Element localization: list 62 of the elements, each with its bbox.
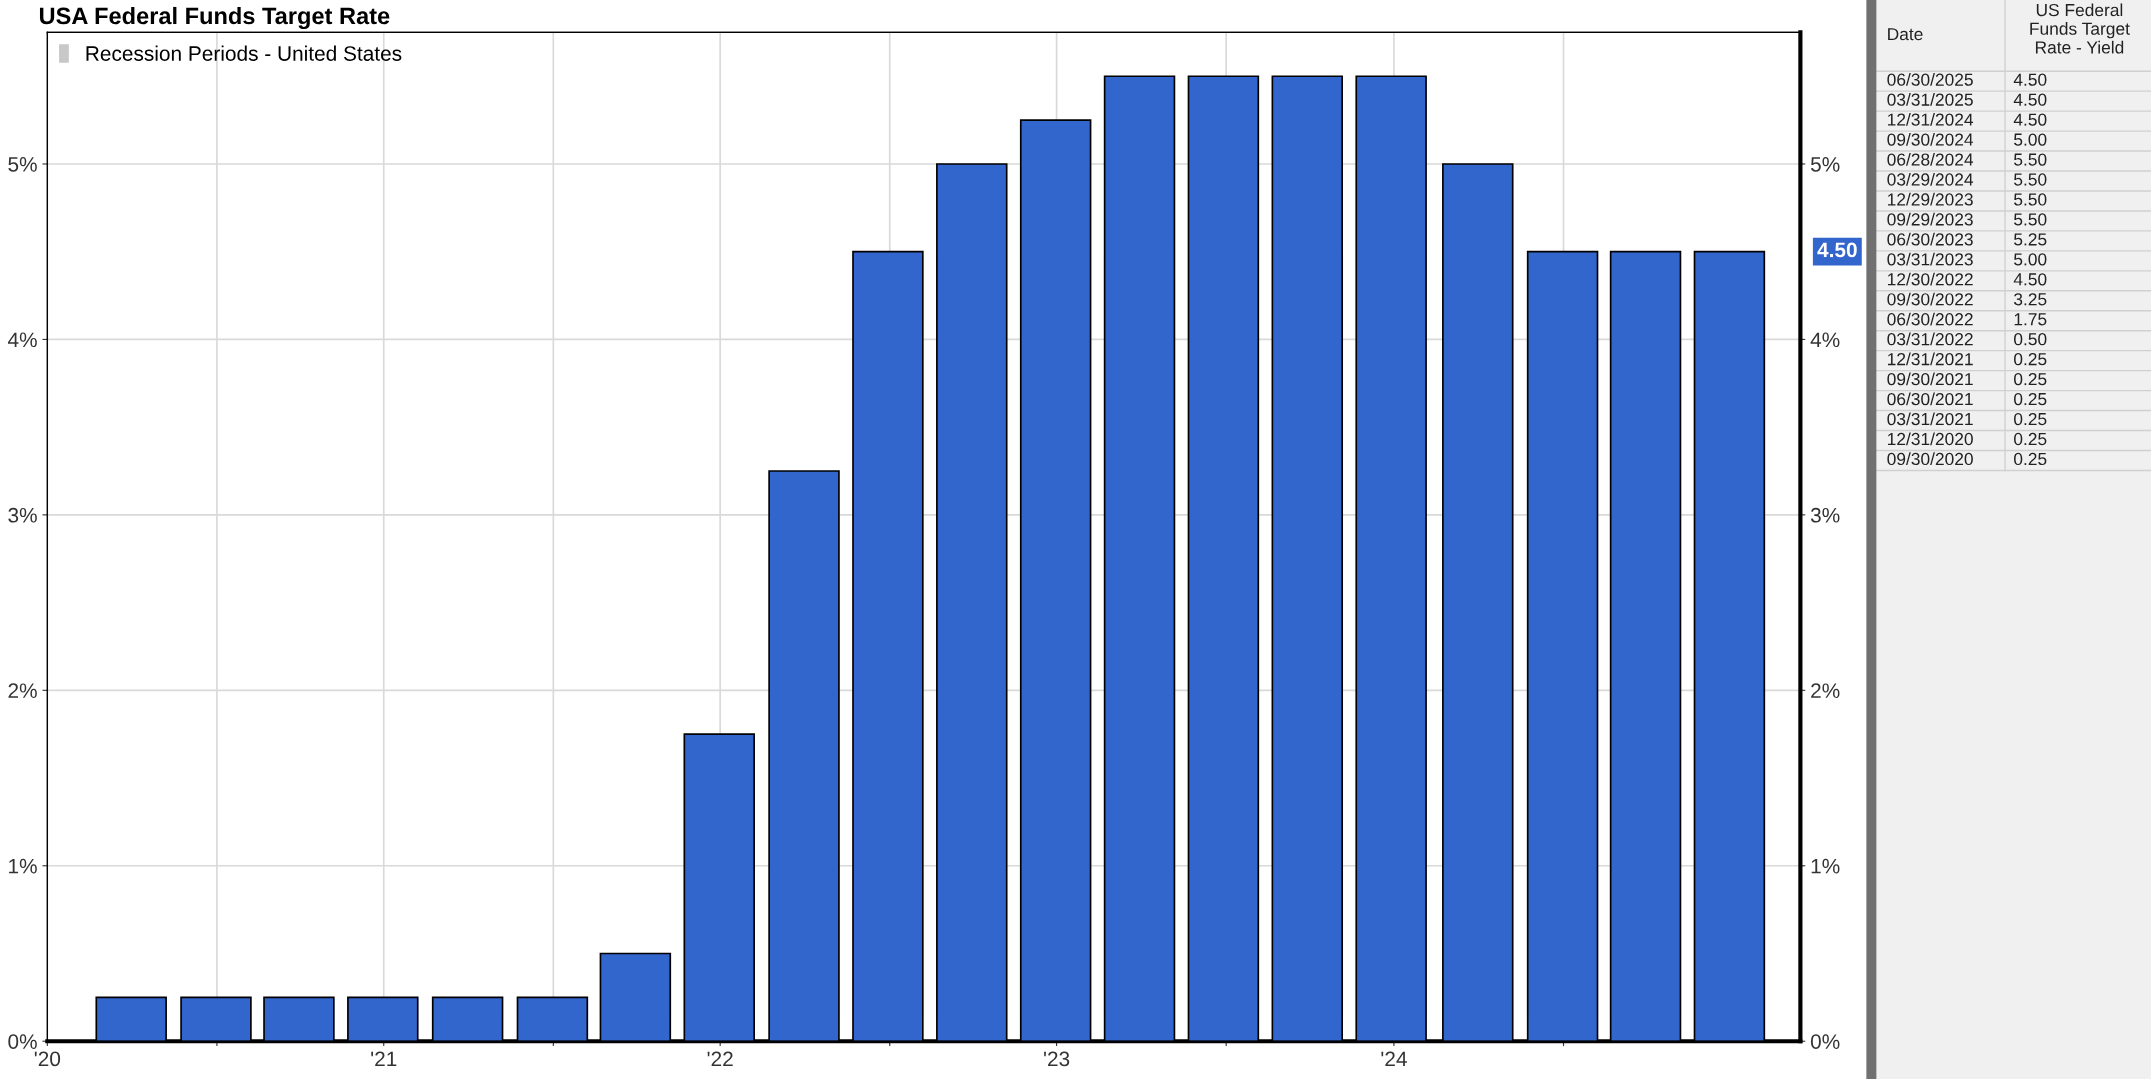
y-tick-label: 0% [8, 1034, 37, 1049]
text: 5.50 [2014, 193, 2047, 206]
x-tick-label: '24 [1381, 1051, 1407, 1067]
category-label: 06/30/2022 [1887, 312, 1973, 326]
category-label: 03/31/2025 [1887, 93, 1973, 106]
y-tick-label: 3% [8, 507, 37, 523]
y-tick-label: 1% [9, 858, 37, 874]
y2-tick-label: 3% [1810, 507, 1840, 523]
text: 1.75 [2014, 313, 2047, 326]
x-tick-label: '20 [34, 1051, 61, 1067]
category-label: 09/30/2021 [1887, 372, 1973, 386]
category-label: 03/31/2021 [1887, 412, 1973, 426]
category-label: 06/30/2021 [1887, 392, 1973, 406]
text: 0.25 [2014, 353, 2047, 366]
category-label: 03/31/2023 [1887, 252, 1973, 266]
text: 4.50 [2013, 93, 2047, 106]
y-tick-label: 5% [8, 157, 37, 172]
text: 4.50 [1817, 242, 1857, 258]
text: 4.50 [2013, 73, 2047, 86]
y2-tick-label: 5% [1810, 157, 1840, 172]
y2-tick-label: 4% [1810, 332, 1840, 348]
category-label: 09/30/2022 [1887, 292, 1973, 306]
text: 0.25 [2014, 392, 2047, 406]
text: US Federal Funds Target Rate - Yield [2030, 3, 2130, 54]
category-label: 09/30/2020 [1887, 452, 1973, 466]
text: 4.50 [2013, 113, 2047, 126]
category-label: 12/31/2021 [1888, 352, 1973, 366]
category-label: 12/29/2023 [1888, 192, 1973, 206]
category-label: 09/29/2023 [1887, 212, 1973, 226]
text: 5.00 [2014, 253, 2047, 266]
category-label: 12/31/2024 [1888, 113, 1974, 126]
category-label: 12/30/2022 [1888, 272, 1973, 286]
text: 0.25 [2014, 412, 2047, 426]
y2-tick-label: 1% [1811, 858, 1840, 874]
text: 5.50 [2014, 173, 2047, 186]
y-tick-label: 2% [8, 683, 37, 698]
y2-tick-label: 0% [1810, 1034, 1840, 1049]
text: 5.50 [2014, 213, 2047, 226]
x-tick-label: '22 [707, 1051, 733, 1067]
category-label: 06/30/2025 [1887, 73, 1973, 86]
text: 0.25 [2014, 452, 2047, 466]
text: 0.25 [2014, 432, 2047, 446]
text: 0.25 [2014, 372, 2047, 386]
x-tick-label: '21 [371, 1051, 397, 1067]
text: 4.50 [2013, 273, 2047, 286]
category-label: 06/28/2024 [1887, 152, 1974, 166]
text: Date [1888, 28, 1923, 41]
category-label: 12/31/2020 [1888, 432, 1973, 446]
category-label: 06/30/2023 [1887, 232, 1973, 246]
y2-tick-label: 2% [1811, 683, 1840, 698]
text: 5.00 [2014, 133, 2047, 146]
text: 5.50 [2014, 153, 2047, 166]
y-tick-label: 4% [7, 332, 37, 348]
category-label: 09/30/2024 [1887, 132, 1974, 146]
category-label: 03/31/2022 [1887, 332, 1973, 346]
text: 0.50 [2014, 333, 2047, 346]
text: 3.25 [2014, 293, 2047, 306]
legend-label: Recession Periods - United States [86, 45, 402, 61]
text: 5.25 [2014, 233, 2047, 246]
x-tick-label: '23 [1044, 1051, 1070, 1067]
category-label: 03/29/2024 [1887, 172, 1974, 186]
chart-title: USA Federal Funds Target Rate [39, 6, 390, 30]
